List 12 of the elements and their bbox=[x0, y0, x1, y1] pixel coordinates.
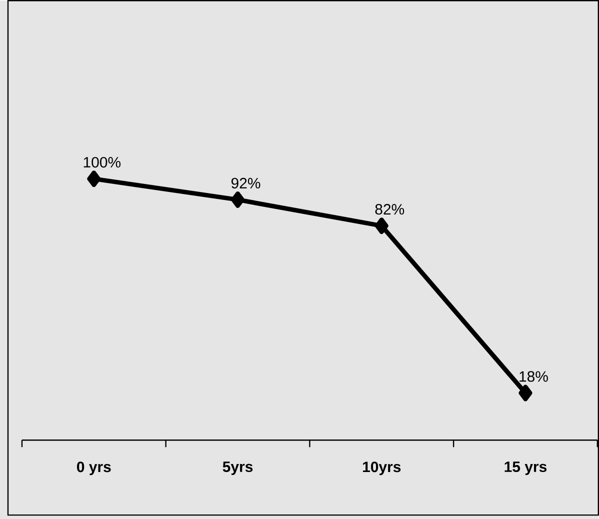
data-label: 92% bbox=[231, 178, 260, 188]
data-label: 18% bbox=[520, 371, 548, 382]
x-tick-label: 10yrs bbox=[362, 462, 401, 476]
x-tick-label: 15 yrs bbox=[504, 462, 547, 475]
x-tick-label: 5yrs bbox=[222, 462, 253, 475]
data-label: 82% bbox=[375, 204, 404, 215]
data-label: 100% bbox=[84, 156, 121, 168]
x-tick-label: 0 yrs bbox=[77, 462, 111, 476]
point bbox=[231, 191, 245, 208]
point bbox=[87, 170, 101, 188]
point bbox=[518, 384, 532, 402]
point bbox=[374, 218, 388, 234]
